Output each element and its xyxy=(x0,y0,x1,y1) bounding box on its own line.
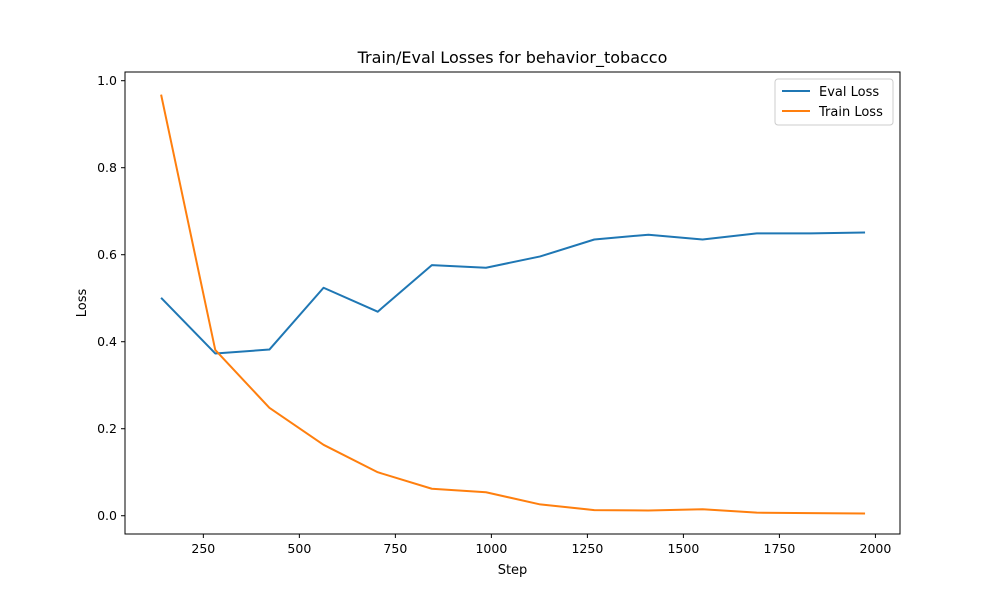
plot-frame xyxy=(124,71,901,535)
x-tick-label: 1250 xyxy=(571,541,603,556)
x-tick-label: 250 xyxy=(191,541,215,556)
x-tick-label: 1500 xyxy=(667,541,699,556)
y-tick-label: 0.6 xyxy=(97,247,117,262)
series-line-train-loss xyxy=(160,94,866,515)
chart-title: Train/Eval Losses for behavior_tobacco xyxy=(357,48,668,68)
legend-label-train-loss: Train Loss xyxy=(818,105,883,120)
x-tick-label: 1750 xyxy=(764,541,796,556)
y-tick-label: 0.8 xyxy=(97,160,117,175)
legend-label-eval-loss: Eval Loss xyxy=(819,85,879,100)
y-tick-label: 1.0 xyxy=(97,73,117,88)
series-line-eval-loss xyxy=(160,231,866,355)
legend: Eval Loss Train Loss xyxy=(774,78,894,126)
y-tick-label: 0.0 xyxy=(97,508,117,523)
x-axis-label: Step xyxy=(498,563,528,578)
y-tick-label: 0.2 xyxy=(97,421,117,436)
x-tick-label: 2000 xyxy=(860,541,892,556)
series-layer xyxy=(160,94,866,515)
y-axis-label: Loss xyxy=(75,289,90,318)
x-tick-label: 750 xyxy=(383,541,407,556)
x-axis-ticks: 250 500 750 1000 1250 1500 1750 2000 xyxy=(191,534,891,556)
y-axis-ticks: 0.0 0.2 0.4 0.6 0.8 1.0 xyxy=(97,73,125,523)
x-tick-label: 1000 xyxy=(475,541,507,556)
x-tick-label: 500 xyxy=(287,541,311,556)
y-tick-label: 0.4 xyxy=(97,334,117,349)
